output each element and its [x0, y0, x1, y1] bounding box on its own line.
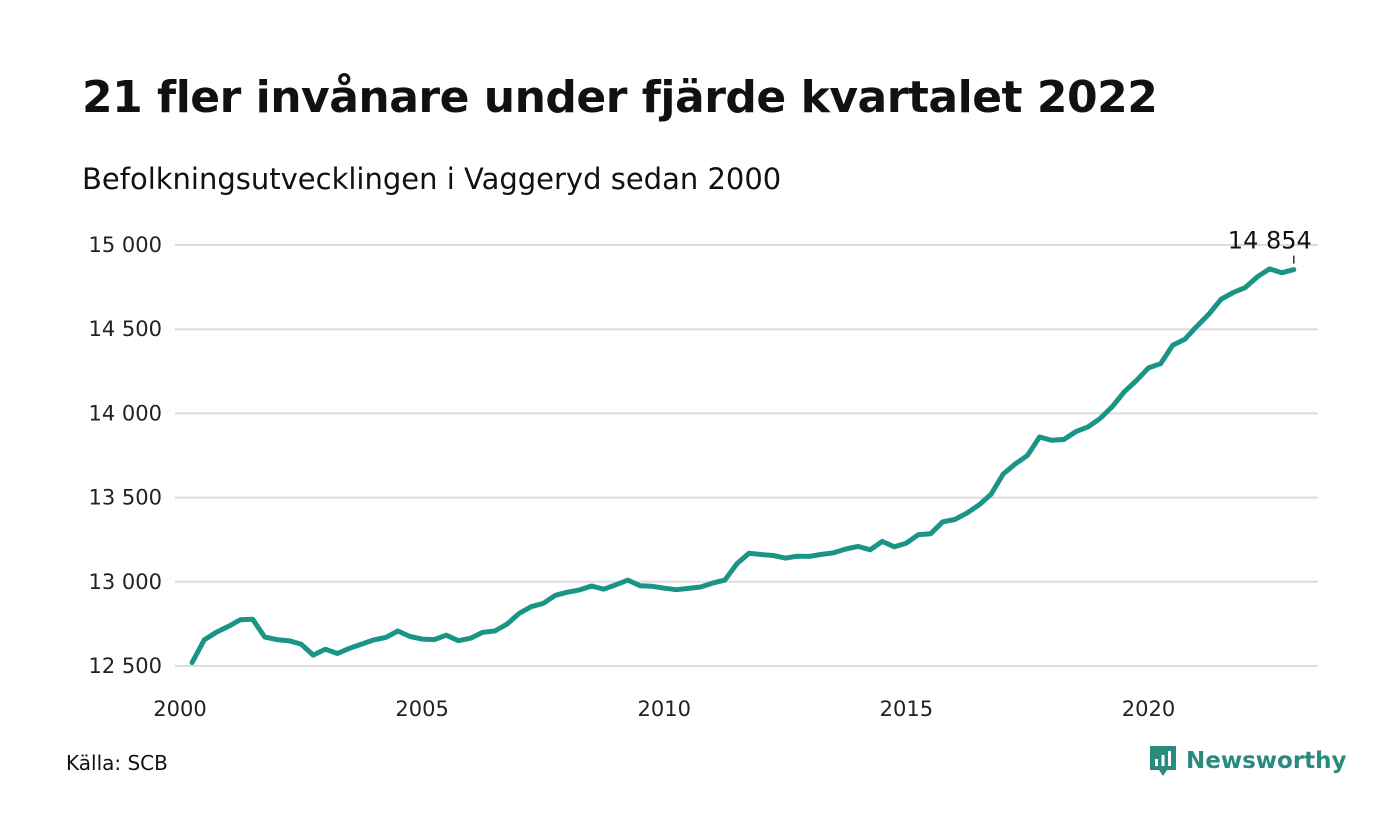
line-chart: 12 500 13 000 13 500 14 000 14 500 15 000 200… [89, 227, 1318, 721]
series-layer [189, 266, 1297, 666]
chart-title: 21 fler invånare under fjärde kvartalet … [82, 72, 1158, 123]
y-axis-ticks: 12 500 13 000 13 500 14 000 14 500 15 000 [89, 233, 162, 678]
series-line [189, 266, 1297, 666]
x-tick-label: 2010 [638, 697, 691, 721]
y-tick-label: 14 500 [89, 317, 162, 341]
y-tick-label: 14 000 [89, 401, 162, 425]
x-axis-ticks: 2000 2005 2010 2015 2020 [153, 697, 1175, 721]
x-tick-label: 2000 [153, 697, 206, 721]
end-value-label: 14 854 [1228, 227, 1312, 255]
brand-name: Newsworthy [1186, 748, 1347, 774]
newsworthy-logo-icon [1150, 746, 1176, 776]
y-tick-label: 15 000 [89, 233, 162, 257]
brand-logo: Newsworthy [1148, 744, 1347, 778]
x-tick-label: 2020 [1122, 697, 1175, 721]
y-tick-label: 13 000 [89, 570, 162, 594]
gridlines [175, 244, 1318, 667]
chart-subtitle: Befolkningsutvecklingen i Vaggeryd sedan… [82, 162, 782, 196]
y-tick-label: 12 500 [89, 654, 162, 678]
x-tick-label: 2005 [395, 697, 448, 721]
source-note: Källa: SCB [66, 751, 168, 775]
x-tick-label: 2015 [880, 697, 933, 721]
y-tick-label: 13 500 [89, 486, 162, 510]
end-label-layer: 14 854 [1228, 227, 1312, 264]
